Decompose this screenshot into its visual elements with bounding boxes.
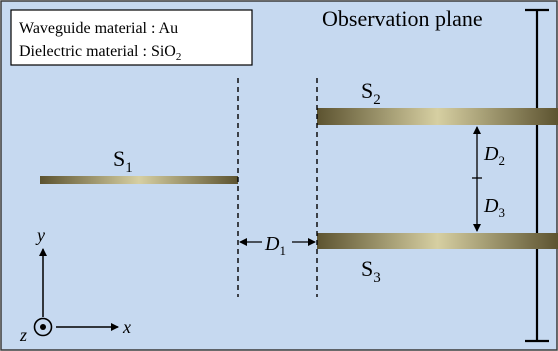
waveguide-s2 <box>317 108 558 125</box>
z-axis-out-of-page-icon <box>33 317 53 337</box>
label-x-axis: x <box>122 317 131 337</box>
label-s2: S2 <box>361 78 381 108</box>
label-s3: S3 <box>361 256 381 286</box>
legend-dielectric-value: SiO <box>151 43 176 60</box>
label-s1: S1 <box>113 146 133 176</box>
legend-waveguide-value: Au <box>159 20 179 37</box>
label-z-axis: z <box>19 325 27 345</box>
observation-plane-label: Observation plane <box>322 6 483 31</box>
waveguide-s1 <box>40 176 238 184</box>
legend-line-2: Dielectric material : SiO2 <box>19 43 181 63</box>
dimension-d2-d3: D2 D3 <box>472 126 505 232</box>
legend-dielectric-label: Dielectric material <box>19 43 139 60</box>
dimension-d1: D1 <box>239 233 316 258</box>
coordinate-axes: y x z <box>19 225 131 345</box>
legend-line-1: Waveguide material : Au <box>19 20 178 37</box>
label-d1: D1 <box>264 233 286 258</box>
label-d3: D3 <box>483 195 505 220</box>
label-y-axis: y <box>35 225 45 245</box>
material-legend: Waveguide material : Au Dielectric mater… <box>10 9 253 66</box>
waveguide-s3 <box>317 233 558 249</box>
legend-waveguide-label: Waveguide material <box>19 20 148 37</box>
observation-plane-marker <box>525 8 549 343</box>
z-axis-dot <box>40 324 46 330</box>
legend-box <box>10 9 253 66</box>
label-d2: D2 <box>483 143 505 168</box>
legend-dielectric-subscript: 2 <box>176 51 182 63</box>
